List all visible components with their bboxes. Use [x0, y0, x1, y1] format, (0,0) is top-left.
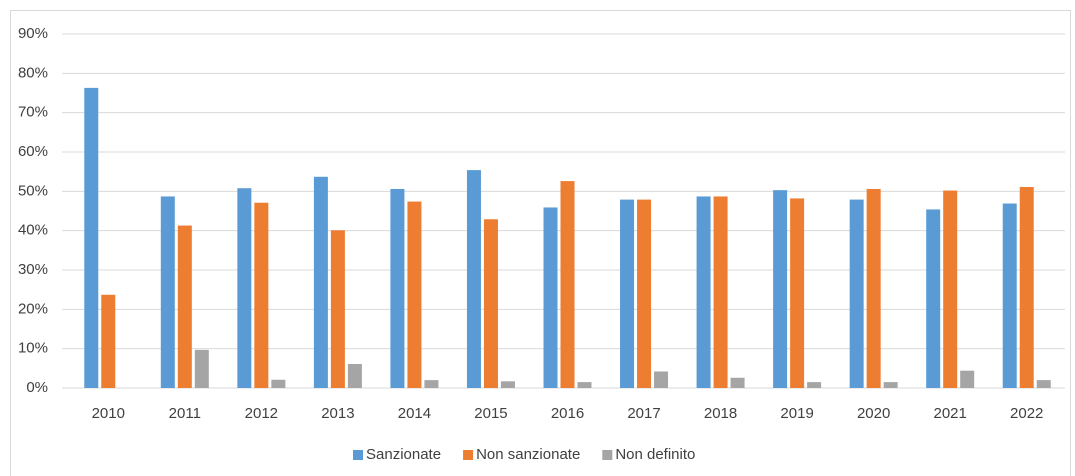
bar [883, 382, 898, 388]
legend-label: Sanzionate [366, 446, 441, 463]
bar [237, 188, 252, 388]
y-tick-label: 90% [18, 25, 48, 42]
bar [654, 371, 669, 388]
y-tick-label: 10% [18, 340, 48, 357]
legend-swatch [463, 450, 474, 460]
bar [943, 190, 958, 388]
bar [713, 196, 728, 388]
x-tick-label: 2019 [780, 405, 813, 422]
bar [424, 380, 439, 388]
y-tick-label: 60% [18, 143, 48, 160]
bar [866, 188, 881, 388]
x-tick-label: 2012 [245, 405, 278, 422]
bar [330, 230, 345, 388]
bar [807, 382, 822, 388]
y-tick-label: 50% [18, 182, 48, 199]
bar [390, 188, 405, 388]
bar [500, 381, 515, 388]
legend-swatch [602, 450, 613, 460]
bar [313, 176, 328, 388]
x-tick-label: 2022 [1010, 405, 1043, 422]
x-tick-label: 2017 [627, 405, 660, 422]
bar [849, 199, 864, 388]
bar [347, 364, 362, 388]
legend-swatch [353, 450, 363, 460]
y-tick-label: 40% [18, 222, 48, 239]
bar [1036, 380, 1051, 388]
bar [1002, 203, 1017, 388]
bar [696, 196, 711, 388]
x-tick-label: 2021 [934, 405, 967, 422]
bar [407, 201, 422, 388]
bar [773, 190, 788, 388]
x-tick-label: 2011 [169, 405, 201, 422]
bar [101, 294, 116, 388]
bar [543, 207, 558, 388]
x-tick-label: 2010 [92, 405, 125, 422]
bar [637, 199, 652, 388]
y-tick-label: 70% [18, 104, 48, 121]
bar [960, 370, 975, 388]
y-tick-label: 0% [26, 379, 48, 396]
bar [620, 199, 635, 388]
bar [1019, 187, 1034, 388]
bar [84, 87, 99, 389]
x-tick-label: 2016 [551, 405, 584, 422]
bar [177, 225, 192, 388]
x-tick-label: 2020 [857, 405, 890, 422]
bar [254, 202, 269, 388]
bar [577, 382, 592, 388]
bar [483, 219, 498, 388]
legend-label: Non sanzionate [476, 446, 580, 463]
bar [790, 198, 805, 388]
bar [160, 196, 175, 388]
x-tick-label: 2014 [398, 405, 431, 422]
x-tick-label: 2013 [321, 405, 354, 422]
y-tick-label: 30% [18, 261, 48, 278]
y-tick-label: 20% [18, 300, 48, 317]
bar [271, 379, 286, 388]
bar [194, 349, 209, 388]
bar [926, 209, 941, 388]
bar [560, 181, 575, 388]
bar [730, 377, 745, 388]
x-tick-label: 2018 [704, 405, 737, 422]
legend-label: Non definito [615, 446, 695, 463]
bar [466, 170, 481, 388]
x-tick-label: 2015 [474, 405, 507, 422]
y-tick-label: 80% [18, 64, 48, 81]
